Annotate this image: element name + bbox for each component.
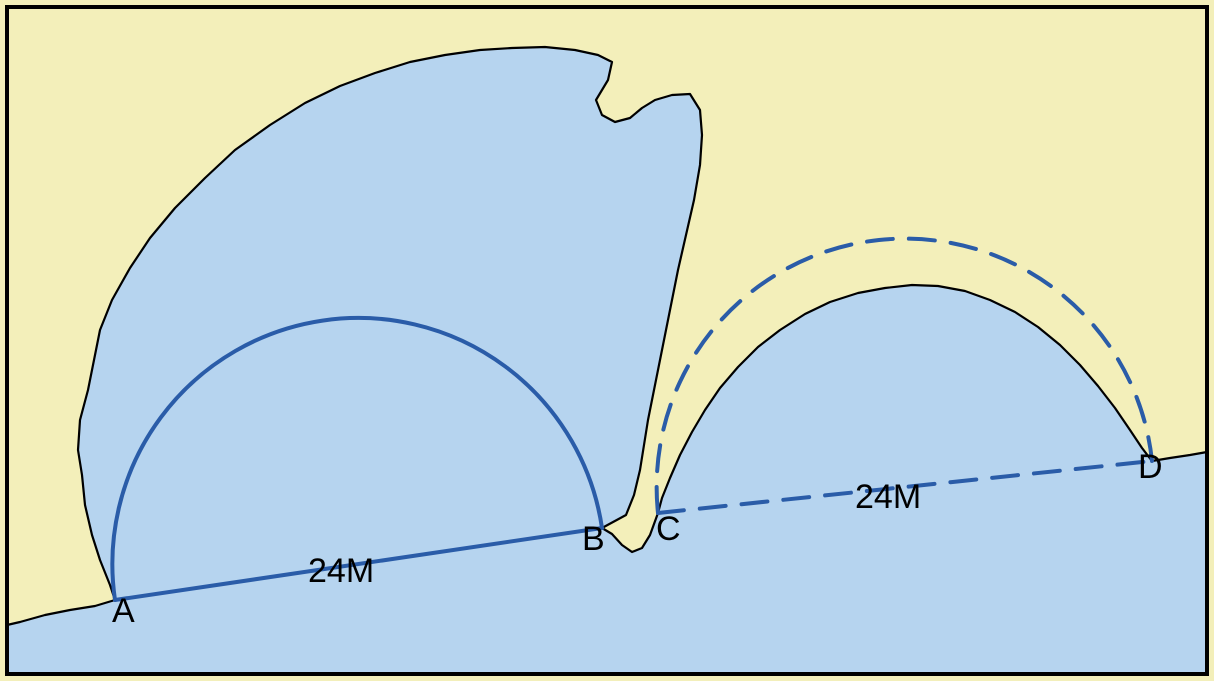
- point-label-A: A: [112, 592, 135, 631]
- point-label-C: C: [656, 510, 681, 549]
- diagram-svg: [0, 0, 1214, 681]
- point-label-B: B: [582, 520, 605, 559]
- chord-label-right: 24M: [855, 478, 921, 517]
- bay-diagram: A B C D 24M 24M: [0, 0, 1214, 681]
- chord-label-left: 24M: [308, 552, 374, 591]
- point-label-D: D: [1138, 448, 1163, 487]
